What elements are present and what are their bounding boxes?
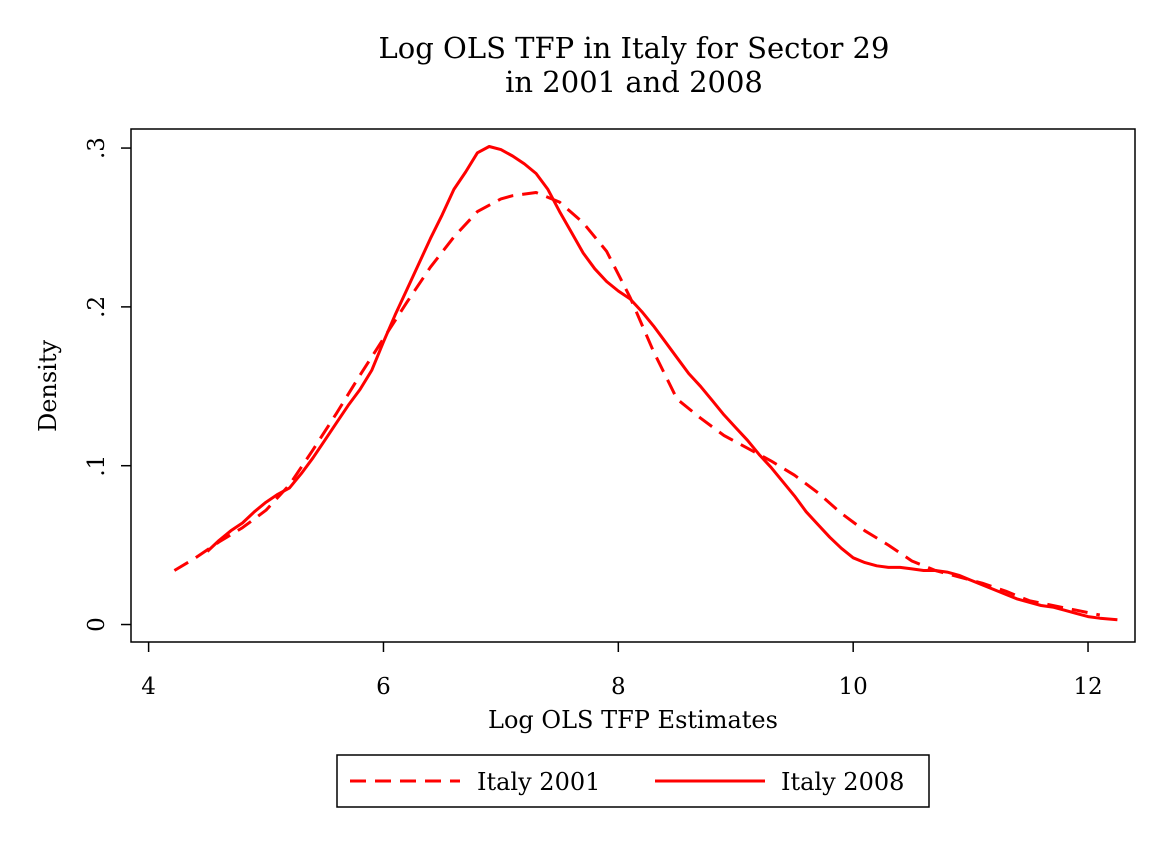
series-layer [173, 145, 1118, 622]
legend-box [336, 754, 930, 808]
x-tick-label: 4 [141, 674, 156, 700]
y-axis-title: Density [34, 340, 62, 433]
legend-label-italy-2001: Italy 2001 [477, 768, 600, 796]
x-tick-label: 12 [1073, 674, 1102, 700]
x-axis: 4 6 8 10 12 [141, 642, 1103, 700]
series-line-italy-2008 [206, 145, 1118, 622]
y-tick-label: .1 [84, 455, 110, 477]
y-tick-label: .3 [84, 137, 110, 159]
y-axis: 0 .1 .2 .3 [84, 137, 131, 632]
x-tick-label: 8 [611, 674, 626, 700]
chart-title: Log OLS TFP in Italy for Sector 29 [379, 31, 890, 65]
x-axis-title: Log OLS TFP Estimates [488, 706, 778, 734]
y-tick-label: 0 [84, 617, 110, 632]
y-tick-label: .2 [84, 296, 110, 318]
chart-subtitle: in 2001 and 2008 [505, 65, 763, 99]
x-tick-label: 6 [376, 674, 391, 700]
plot-area-frame [130, 128, 1136, 643]
legend-label-italy-2008: Italy 2008 [781, 768, 904, 796]
legend: Italy 2001 Italy 2008 [336, 754, 930, 808]
x-tick-label: 10 [839, 674, 868, 700]
